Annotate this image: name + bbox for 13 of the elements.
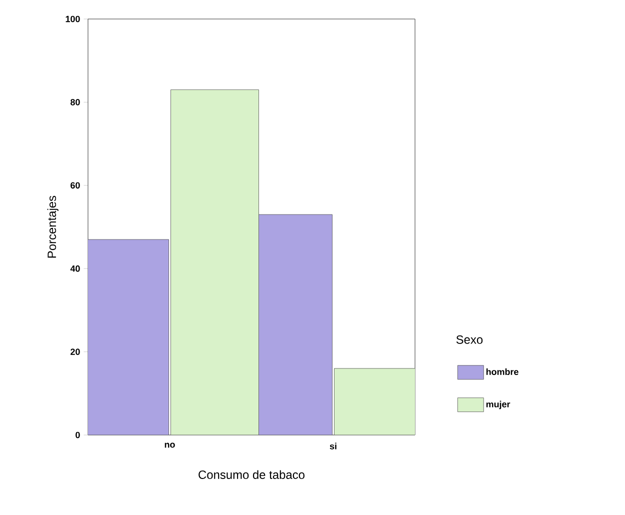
legend-label: mujer — [486, 400, 510, 410]
y-axis-title: Porcentajes — [47, 196, 58, 258]
x-tick-label: no — [164, 442, 175, 448]
x-axis-title: Consumo de tabaco — [198, 470, 304, 479]
y-tick-label: 40 — [70, 265, 80, 272]
y-tick-label: 20 — [70, 348, 80, 355]
y-tick-label: 100 — [66, 16, 80, 22]
legend-label: hombre — [486, 368, 518, 376]
y-tick-label: 0 — [76, 432, 80, 438]
x-tick-label: si — [330, 442, 336, 450]
y-tick-label: 60 — [70, 182, 80, 189]
y-tick-label: 80 — [70, 99, 80, 106]
legend-title: Sexo — [456, 335, 483, 344]
